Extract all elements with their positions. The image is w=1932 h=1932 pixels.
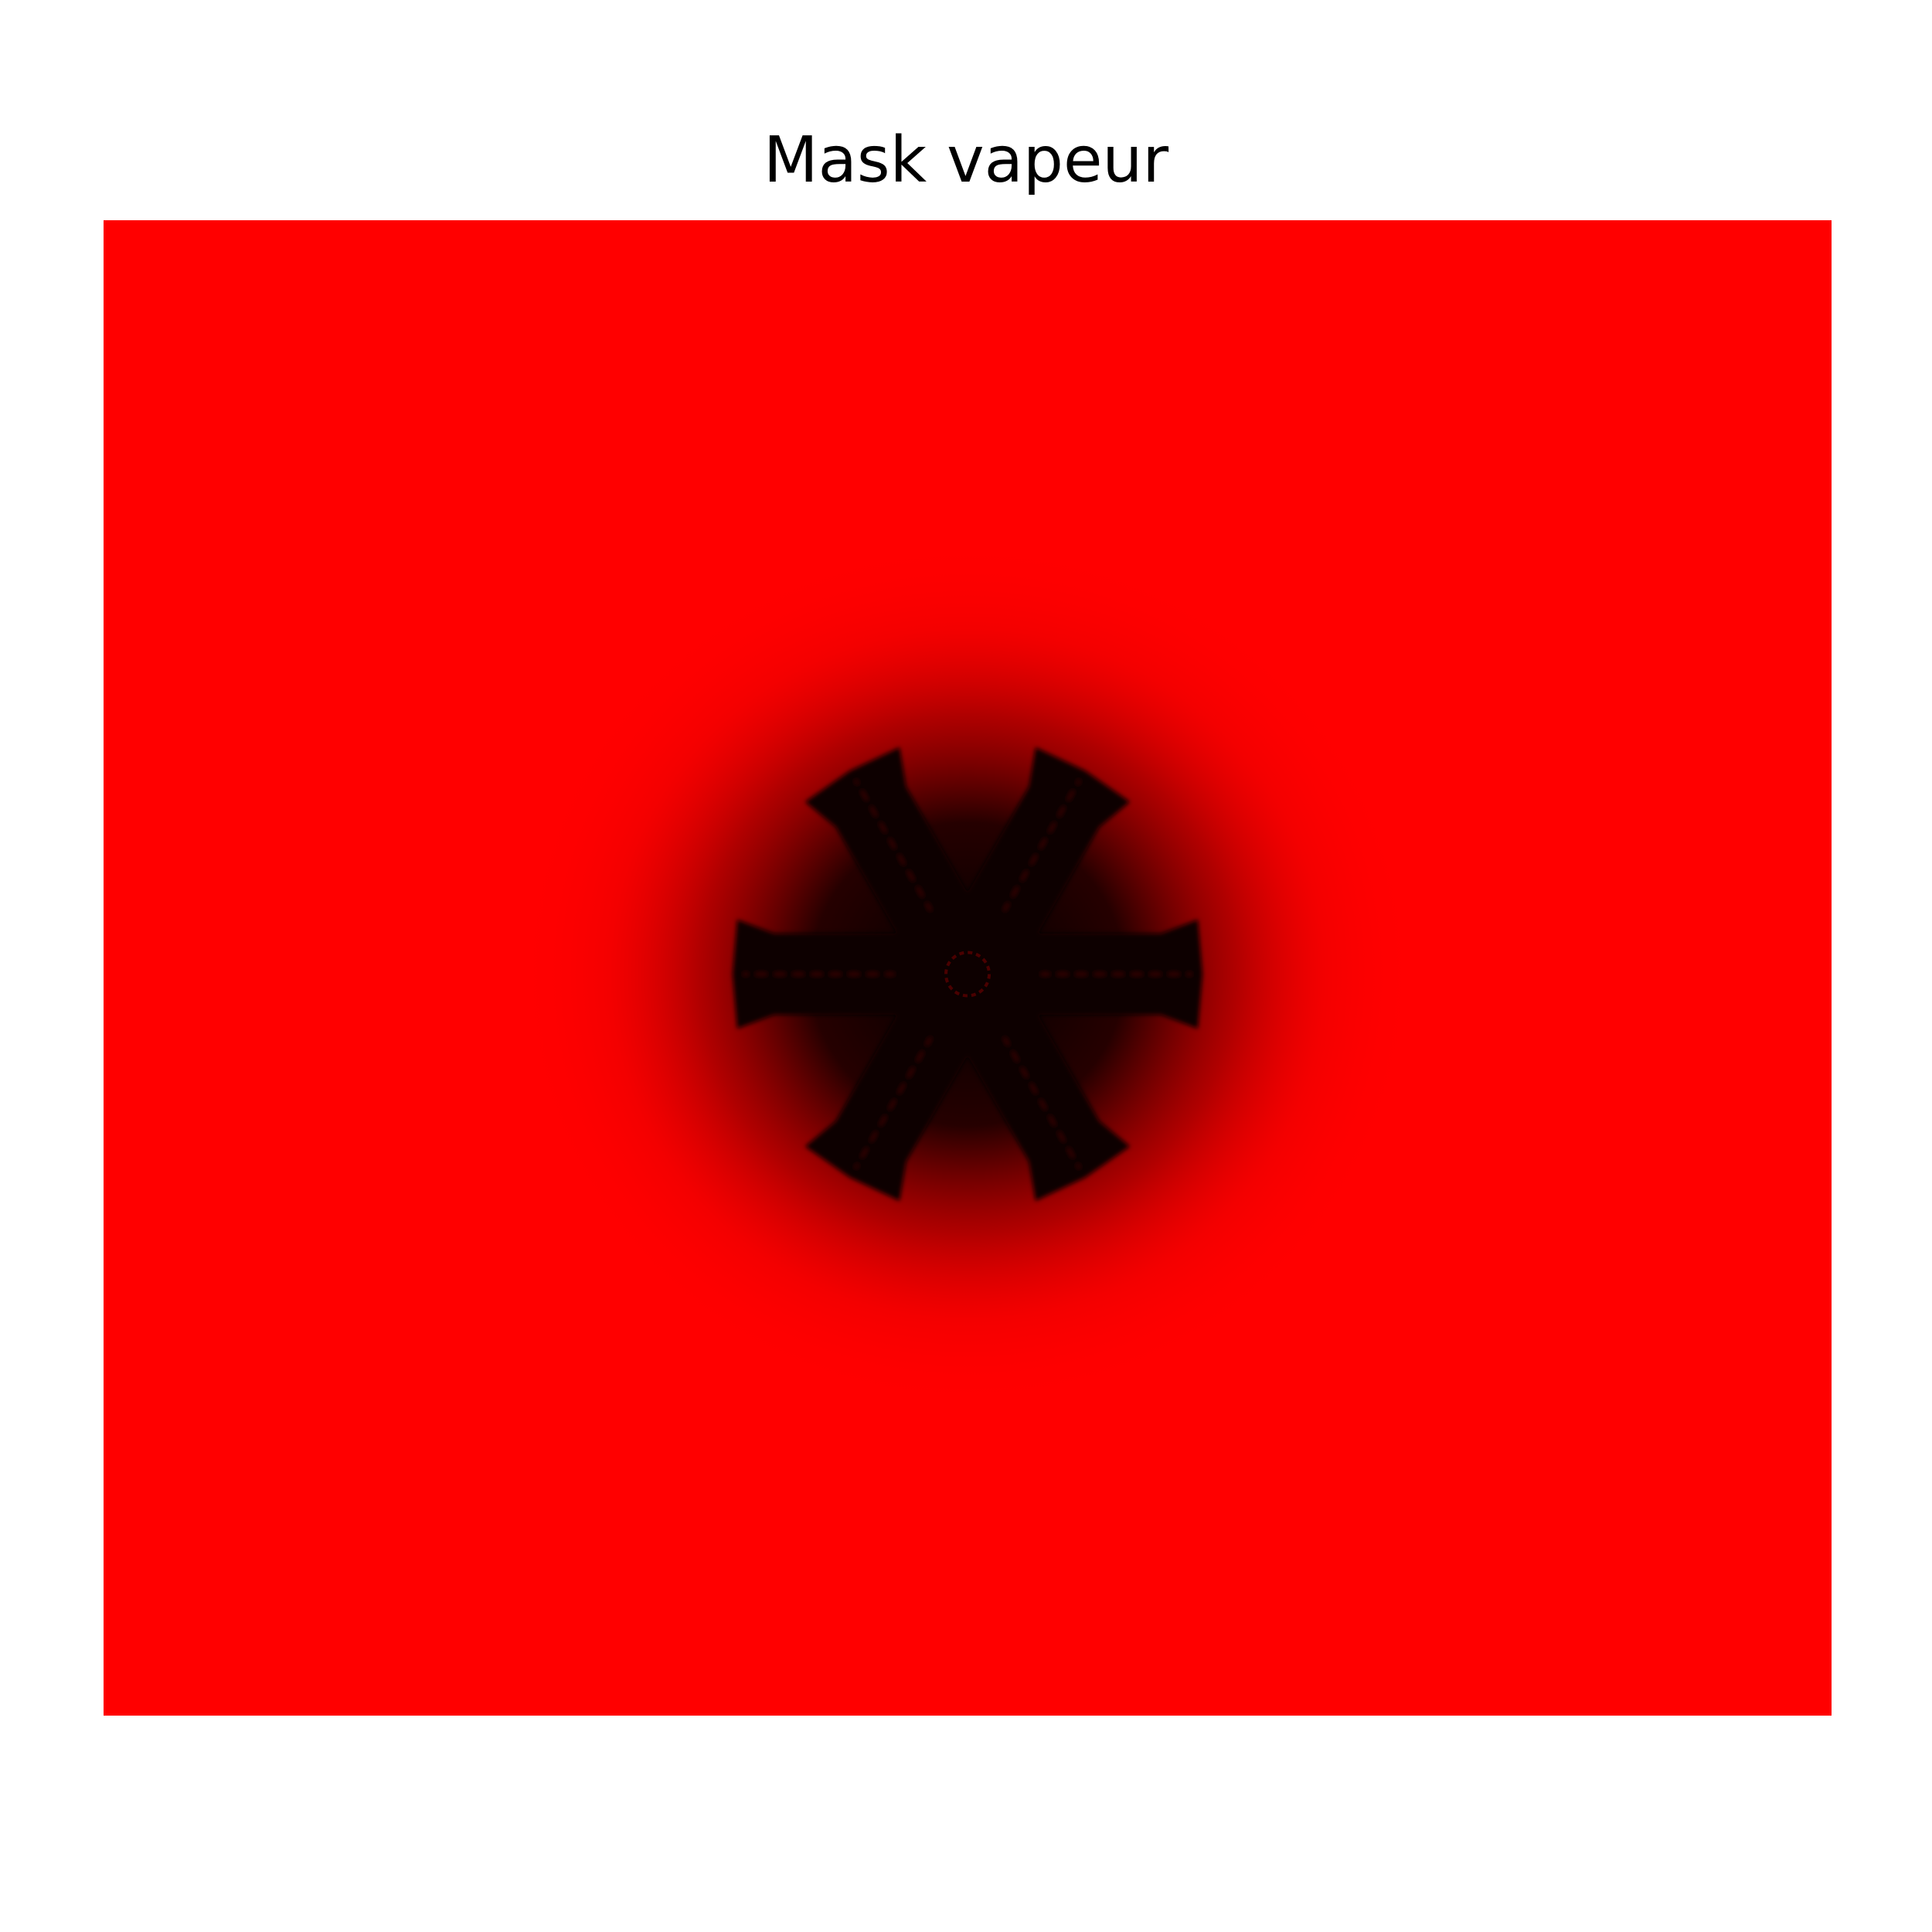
- crystal-core-ring: [944, 951, 991, 998]
- heatmap-plot: [104, 220, 1832, 1716]
- plot-area: [104, 220, 1832, 1716]
- crystal-layer: [519, 541, 1416, 1407]
- crystal-core: [894, 900, 1041, 1048]
- chart-title: Mask vapeur: [763, 124, 1169, 197]
